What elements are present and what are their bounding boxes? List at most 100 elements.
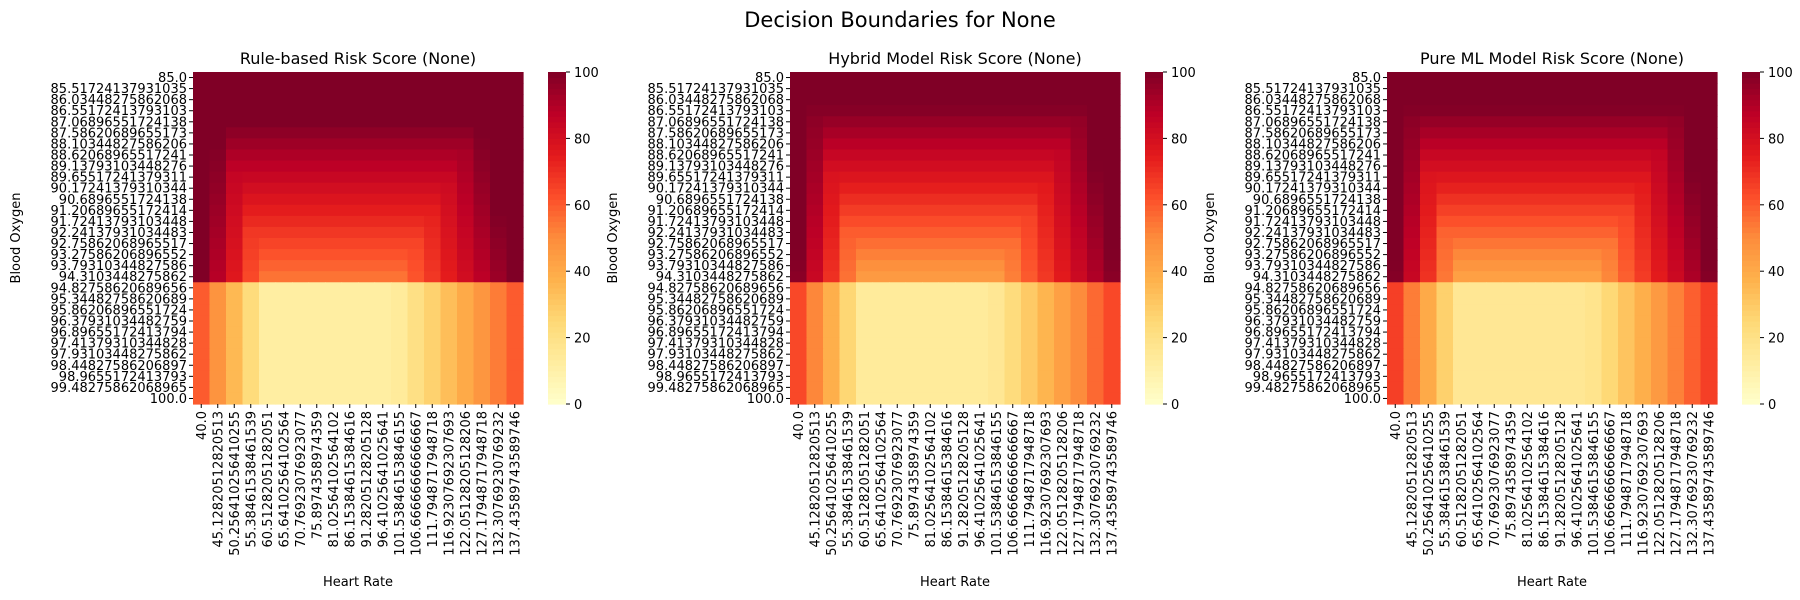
heatmap-cell xyxy=(391,337,409,350)
heatmap-cell xyxy=(490,238,508,250)
heatmap-cell xyxy=(1651,72,1669,84)
colorbar-segment xyxy=(1145,249,1163,256)
heatmap-cell xyxy=(374,83,392,95)
heatmap-cell xyxy=(308,249,326,261)
heatmap-cell xyxy=(938,348,956,361)
colorbar-segment xyxy=(1742,121,1760,128)
heatmap-cell xyxy=(1568,116,1586,128)
heatmap-cell xyxy=(193,271,211,283)
heatmap-cell xyxy=(1552,293,1570,305)
y-tick-label: 98.44827586206897 xyxy=(648,359,784,374)
heatmap-cell xyxy=(1667,238,1685,250)
heatmap-cell xyxy=(1700,392,1718,405)
colorbar-segment xyxy=(1742,260,1760,267)
heatmap-cell xyxy=(1387,238,1405,250)
heatmap-cell xyxy=(938,282,956,294)
heatmap-cell xyxy=(226,138,244,151)
heatmap-cell xyxy=(358,127,376,139)
heatmap-cell xyxy=(922,293,940,305)
heatmap-cell xyxy=(988,249,1006,261)
heatmap-cell xyxy=(922,348,940,361)
heatmap-cell xyxy=(506,83,524,95)
heatmap-cell xyxy=(457,260,475,272)
heatmap-cell xyxy=(872,193,890,206)
y-tick-label: 96.89655172413794 xyxy=(51,326,187,341)
colorbar-segment xyxy=(1742,315,1760,322)
heatmap-cell xyxy=(292,182,310,195)
heatmap-cell xyxy=(1087,215,1105,228)
heatmap-cell xyxy=(209,381,227,394)
heatmap-cell xyxy=(1618,381,1636,394)
heatmap-cell xyxy=(1601,116,1619,128)
heatmap-cell xyxy=(905,83,923,95)
heatmap-cell xyxy=(490,249,508,261)
x-tick-label: 70.76923076923077 xyxy=(294,411,309,547)
heatmap-cell xyxy=(1453,304,1471,317)
heatmap-cell xyxy=(275,204,293,217)
heatmap-cell xyxy=(490,72,508,84)
y-tick-label: 89.13793103448276 xyxy=(51,160,187,175)
heatmap-cell xyxy=(358,149,376,162)
heatmap-cell xyxy=(1436,238,1454,250)
heatmap-cell xyxy=(1568,315,1586,328)
heatmap-cell xyxy=(1684,193,1702,206)
heatmap-cell xyxy=(193,238,211,250)
heatmap-cell xyxy=(292,271,310,283)
heatmap-cell xyxy=(275,315,293,328)
heatmap-cell xyxy=(790,171,808,184)
heatmap-cell xyxy=(473,315,491,328)
heatmap-cell xyxy=(1700,215,1718,228)
colorbar-segment xyxy=(1145,271,1163,278)
heatmap-cell xyxy=(1585,116,1603,128)
heatmap-cell xyxy=(325,72,343,84)
heatmap-cell xyxy=(341,370,359,383)
heatmap-cell xyxy=(226,293,244,305)
y-tick-label: 86.55172413793103 xyxy=(1245,104,1381,119)
heatmap-cell xyxy=(823,160,841,173)
y-tick-label: 96.89655172413794 xyxy=(648,326,784,341)
heatmap-cell xyxy=(308,282,326,294)
heatmap-cell xyxy=(457,193,475,206)
heatmap-cell xyxy=(1403,304,1421,317)
heatmap-cell xyxy=(1634,293,1652,305)
heatmap-cell xyxy=(1087,171,1105,184)
heatmap-cell xyxy=(1436,149,1454,162)
heatmap-cell xyxy=(872,215,890,228)
heatmap-cell xyxy=(506,238,524,250)
colorbar-segment xyxy=(548,282,566,289)
heatmap-cell xyxy=(1568,83,1586,95)
heatmap-cell xyxy=(457,326,475,339)
heatmap-cell xyxy=(259,83,277,95)
heatmap-cell xyxy=(1037,127,1055,139)
heatmap-cell xyxy=(391,326,409,339)
heatmap-cell xyxy=(839,193,857,206)
heatmap-cell xyxy=(1054,348,1072,361)
heatmap-cell xyxy=(1070,72,1088,84)
heatmap-cell xyxy=(1403,381,1421,394)
heatmap-cell xyxy=(1634,271,1652,283)
heatmap-cell xyxy=(226,105,244,117)
heatmap-cell xyxy=(1502,238,1520,250)
heatmap-cell xyxy=(872,160,890,173)
heatmap-cell xyxy=(905,171,923,184)
heatmap-cell xyxy=(1004,370,1022,383)
heatmap-cell xyxy=(806,238,824,250)
colorbar-tick-label: 0 xyxy=(1171,398,1179,413)
heatmap-cell xyxy=(1519,238,1537,250)
heatmap-cell xyxy=(1651,282,1669,294)
heatmap-cell xyxy=(1502,94,1520,106)
heatmap-cell xyxy=(1387,171,1405,184)
colorbar-segment xyxy=(1742,254,1760,261)
heatmap-cell xyxy=(922,359,940,372)
heatmap-cell xyxy=(1684,315,1702,328)
heatmap-cell xyxy=(839,226,857,239)
heatmap-cell xyxy=(490,83,508,95)
heatmap-cell xyxy=(193,304,211,317)
heatmap-cell xyxy=(1021,127,1039,139)
heatmap-cell xyxy=(1037,337,1055,350)
x-tick-label: 75.8974358974359 xyxy=(1504,411,1519,539)
heatmap-cell xyxy=(889,392,907,405)
colorbar-segment xyxy=(548,166,566,173)
heatmap-cell xyxy=(193,370,211,383)
